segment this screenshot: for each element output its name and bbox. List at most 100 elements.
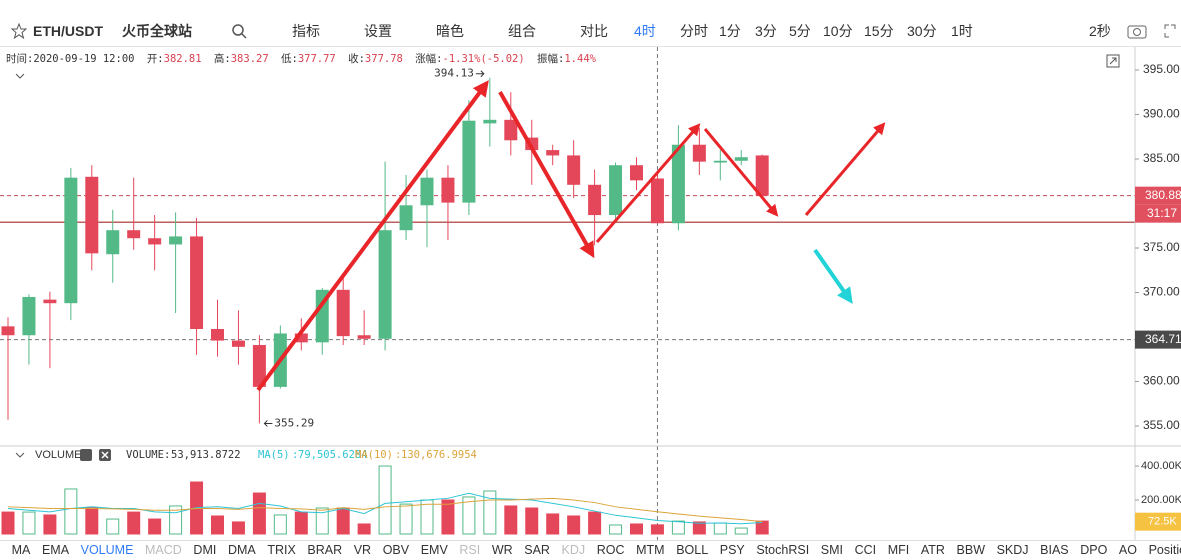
candle-body [713,160,727,163]
toolbar-button[interactable]: 指标 [292,23,320,39]
indicator-button[interactable]: StochRSI [756,543,810,557]
indicator-button[interactable]: SKDJ [996,543,1029,557]
volume-bar [127,511,141,535]
low-annotation: 355.29 [274,416,314,429]
volume-pane-title: VOLUME [35,449,81,461]
exchange: 火币全球站 [122,23,192,39]
favorite-icon[interactable] [11,23,27,39]
volume-bar [755,520,769,535]
volume-bar [1,511,15,535]
info-time: 2020-09-19 12:00 [33,53,135,65]
interval-button[interactable]: 分时 [680,23,708,39]
interval-button[interactable]: 5分 [789,23,811,39]
indicator-button[interactable]: BIAS [1040,543,1069,557]
info-value: -1.31%(-5.02) [442,53,525,65]
indicator-button[interactable]: WR [491,543,513,557]
y-tick-label: 375.00 [1143,240,1180,254]
indicator-button[interactable]: SAR [524,543,550,557]
axis-value-box [1135,512,1181,531]
volume-bar [441,499,455,535]
candle-body [399,205,413,231]
indicator-button[interactable]: CCI [854,543,877,557]
search-icon[interactable] [231,23,247,39]
volume-bar [336,507,350,535]
candle-body [169,236,183,245]
indicator-button[interactable]: BOLL [676,543,709,557]
indicator-button[interactable]: MA [11,543,31,557]
interval-button[interactable]: 10分 [823,23,853,39]
high-annotation: 394.13 [434,67,474,80]
volume-bar [588,511,602,535]
indicator-button[interactable]: EMA [41,543,70,557]
info-label: 高: [213,53,231,65]
indicator-button[interactable]: ATR [920,543,945,557]
indicator-button[interactable]: PSY [719,543,745,557]
candle-body [755,155,769,196]
refresh-rate[interactable]: 2秒 [1089,23,1111,39]
toolbar-button[interactable]: 设置 [364,23,392,39]
indicator-button[interactable]: BRAR [307,543,343,557]
volume-bar [43,514,57,535]
legend-separator: : [164,449,170,461]
info-label: 时间: [6,53,34,65]
interval-button[interactable]: 3分 [755,23,777,39]
volume-bar [273,514,287,535]
price-box [1135,186,1181,205]
info-value: 382.81 [163,53,202,65]
candle-body [483,119,497,124]
camera-icon[interactable] [1127,23,1147,39]
settings-icon[interactable] [80,449,92,461]
drawn-arrow [256,80,489,392]
interval-button[interactable]: 30分 [907,23,937,39]
toolbar-button[interactable]: 暗色 [436,23,464,39]
candle-body [43,299,57,304]
drawings [256,80,886,392]
toolbar-button[interactable]: 对比 [580,23,608,39]
indicator-button[interactable]: VR [353,543,372,557]
indicator-button[interactable]: MTM [636,543,665,557]
indicator-button[interactable]: MFI [887,543,910,557]
candle-body [85,176,99,254]
indicator-button[interactable]: AO [1118,543,1137,557]
fullscreen-icon[interactable] [1163,23,1177,39]
indicator-button[interactable]: RSI [459,543,481,557]
volume-bar [106,518,120,535]
candle-body [127,230,141,239]
countdown-box [1135,204,1181,223]
expand-icon-arrow [1109,57,1117,65]
indicator-button[interactable]: ROC [596,543,625,557]
indicator-button[interactable]: KDJ [561,543,586,557]
indicator-button[interactable]: DPO [1080,543,1108,557]
info-label: 收: [348,53,365,65]
indicator-button[interactable]: SMI [820,543,843,557]
indicator-button[interactable]: MACD [145,543,182,557]
interval-button[interactable]: 4时 [634,23,656,39]
indicator-button[interactable]: DMA [227,543,256,557]
expand-icon[interactable] [1106,54,1120,68]
indicator-button[interactable]: Position [1148,543,1181,557]
symbol[interactable]: ETH/USDT [33,23,103,39]
annotation-arrow [263,420,273,427]
indicator-button[interactable]: VOLUME [80,543,134,557]
indicator-button[interactable]: OBV [382,543,410,557]
collapse-icon[interactable] [15,452,25,458]
info-label: 振幅: [537,53,565,65]
indicator-button[interactable]: BBW [956,543,985,557]
indicator-button[interactable]: DMI [193,543,217,557]
indicator-button[interactable]: TRIX [267,543,296,557]
candle-body [357,335,371,339]
volume-bar [546,513,560,535]
info-label: 低: [281,53,298,65]
interval-button[interactable]: 15分 [864,23,894,39]
volume-bar [630,523,643,535]
ma-line [7,497,763,523]
interval-button[interactable]: 1分 [719,23,741,39]
toolbar-button[interactable]: 组合 [508,23,536,39]
volume-bar [231,521,245,535]
interval-button[interactable]: 1时 [951,23,973,39]
volume-bar [609,524,623,535]
collapse-icon[interactable] [15,73,25,79]
indicator-button[interactable]: EMV [420,543,448,557]
y-tick-label: 370.00 [1143,285,1180,299]
